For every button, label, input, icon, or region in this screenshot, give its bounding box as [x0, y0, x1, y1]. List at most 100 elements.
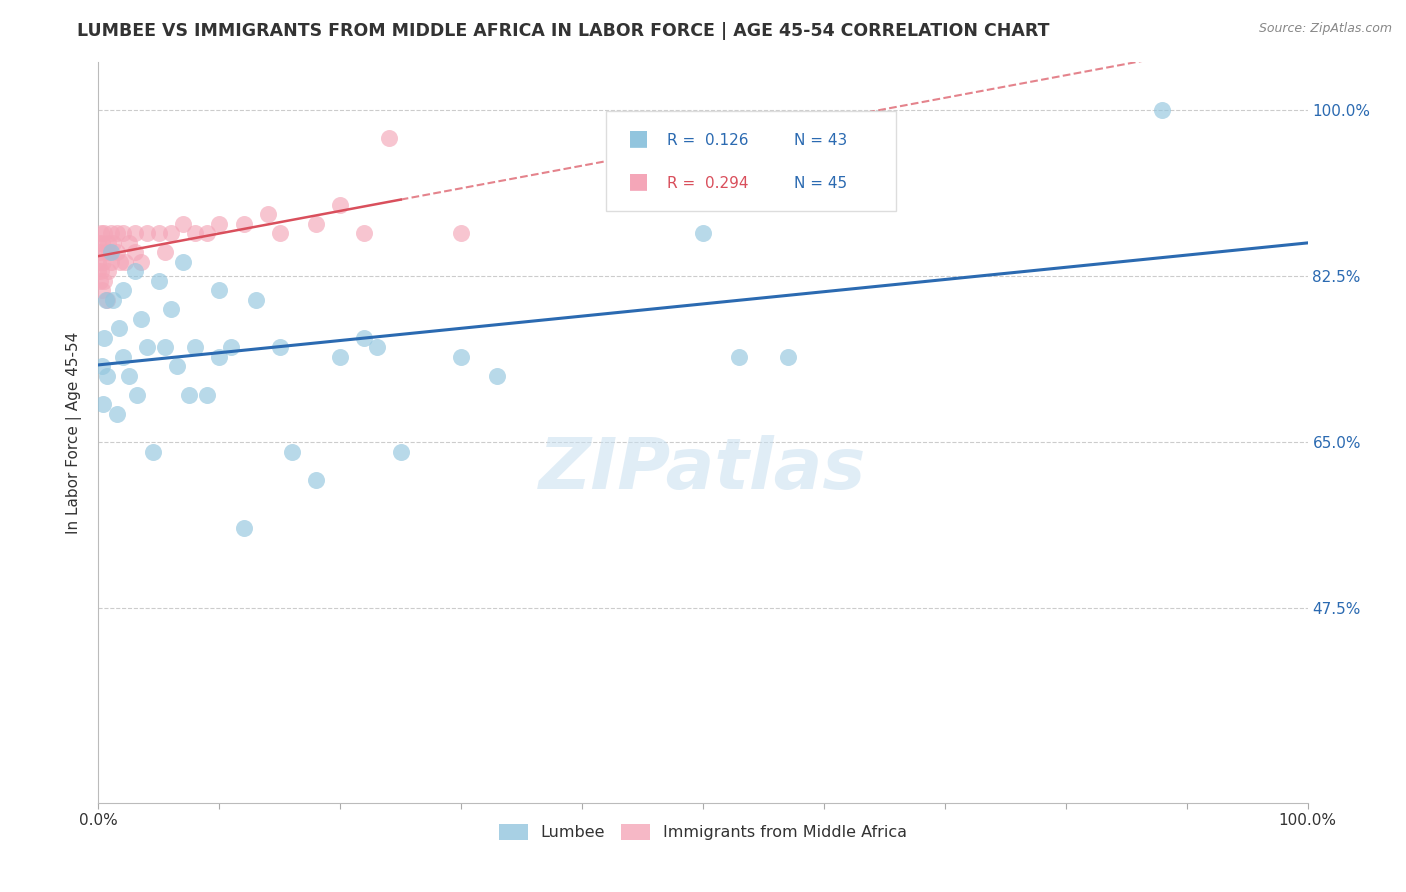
Point: [124, 245, 146, 260]
Point: [329, 350, 352, 364]
Point: [208, 217, 231, 231]
Point: [281, 444, 304, 458]
FancyBboxPatch shape: [606, 111, 897, 211]
Point: [100, 254, 122, 268]
Point: [377, 131, 399, 145]
Point: [94, 293, 117, 307]
Point: [97, 235, 120, 250]
Point: [101, 293, 124, 307]
Point: [142, 444, 165, 458]
Point: [184, 227, 207, 241]
Point: [94, 245, 117, 260]
Point: [172, 254, 194, 268]
Point: [89, 245, 111, 260]
Point: [100, 245, 122, 260]
Point: [269, 227, 291, 241]
Point: [776, 350, 799, 364]
Point: [129, 311, 152, 326]
Point: [166, 359, 188, 374]
Point: [118, 235, 141, 250]
Point: [87, 254, 110, 268]
Y-axis label: In Labor Force | Age 45-54: In Labor Force | Age 45-54: [66, 332, 83, 533]
Point: [160, 227, 183, 241]
Point: [111, 350, 134, 364]
Point: [450, 227, 472, 241]
Point: [87, 235, 110, 250]
Point: [232, 217, 254, 231]
Point: [91, 359, 114, 374]
Point: [160, 302, 183, 317]
Point: [93, 331, 115, 345]
Point: [93, 227, 115, 241]
Point: [245, 293, 267, 307]
Point: [353, 331, 375, 345]
Point: [195, 227, 218, 241]
Point: [728, 350, 751, 364]
Point: [208, 283, 231, 297]
Point: [1152, 103, 1174, 117]
Point: [148, 274, 170, 288]
Point: [208, 350, 231, 364]
Point: [148, 227, 170, 241]
Point: [96, 368, 118, 383]
Point: [96, 293, 118, 307]
Point: [450, 350, 472, 364]
Point: [184, 340, 207, 354]
Point: [93, 274, 115, 288]
Point: [389, 444, 412, 458]
Point: [108, 321, 131, 335]
Point: [232, 520, 254, 534]
Point: [486, 368, 509, 383]
Point: [221, 340, 243, 354]
Point: [111, 227, 134, 241]
Point: [114, 254, 136, 268]
Legend: Lumbee, Immigrants from Middle Africa: Lumbee, Immigrants from Middle Africa: [494, 817, 912, 847]
Text: ■: ■: [628, 128, 650, 148]
Point: [329, 198, 352, 212]
Point: [305, 217, 328, 231]
Point: [124, 227, 146, 241]
Point: [90, 264, 112, 278]
Text: Source: ZipAtlas.com: Source: ZipAtlas.com: [1258, 22, 1392, 36]
Point: [100, 227, 122, 241]
Text: ZIPatlas: ZIPatlas: [540, 435, 866, 504]
Text: N = 45: N = 45: [793, 176, 846, 191]
Point: [135, 340, 157, 354]
Point: [124, 264, 146, 278]
Point: [98, 245, 121, 260]
Text: ■: ■: [628, 171, 650, 191]
Point: [108, 254, 131, 268]
Text: R =  0.294: R = 0.294: [666, 176, 748, 191]
Point: [305, 473, 328, 487]
Point: [91, 397, 114, 411]
Text: LUMBEE VS IMMIGRANTS FROM MIDDLE AFRICA IN LABOR FORCE | AGE 45-54 CORRELATION C: LUMBEE VS IMMIGRANTS FROM MIDDLE AFRICA …: [77, 22, 1050, 40]
Point: [195, 387, 218, 401]
Point: [366, 340, 388, 354]
Point: [127, 387, 149, 401]
Point: [111, 283, 134, 297]
Point: [105, 245, 128, 260]
Point: [89, 274, 111, 288]
Text: N = 43: N = 43: [793, 133, 846, 148]
Point: [353, 227, 375, 241]
Point: [91, 283, 114, 297]
Point: [105, 407, 128, 421]
Text: R =  0.126: R = 0.126: [666, 133, 748, 148]
Point: [269, 340, 291, 354]
Point: [101, 235, 124, 250]
Point: [692, 227, 714, 241]
Point: [105, 227, 128, 241]
Point: [172, 217, 194, 231]
Point: [87, 264, 110, 278]
Point: [91, 254, 114, 268]
Point: [179, 387, 201, 401]
Point: [153, 340, 176, 354]
Point: [118, 368, 141, 383]
Point: [129, 254, 152, 268]
Point: [90, 227, 112, 241]
Point: [91, 235, 114, 250]
Point: [153, 245, 176, 260]
Point: [256, 207, 278, 221]
Point: [135, 227, 157, 241]
Point: [97, 264, 120, 278]
